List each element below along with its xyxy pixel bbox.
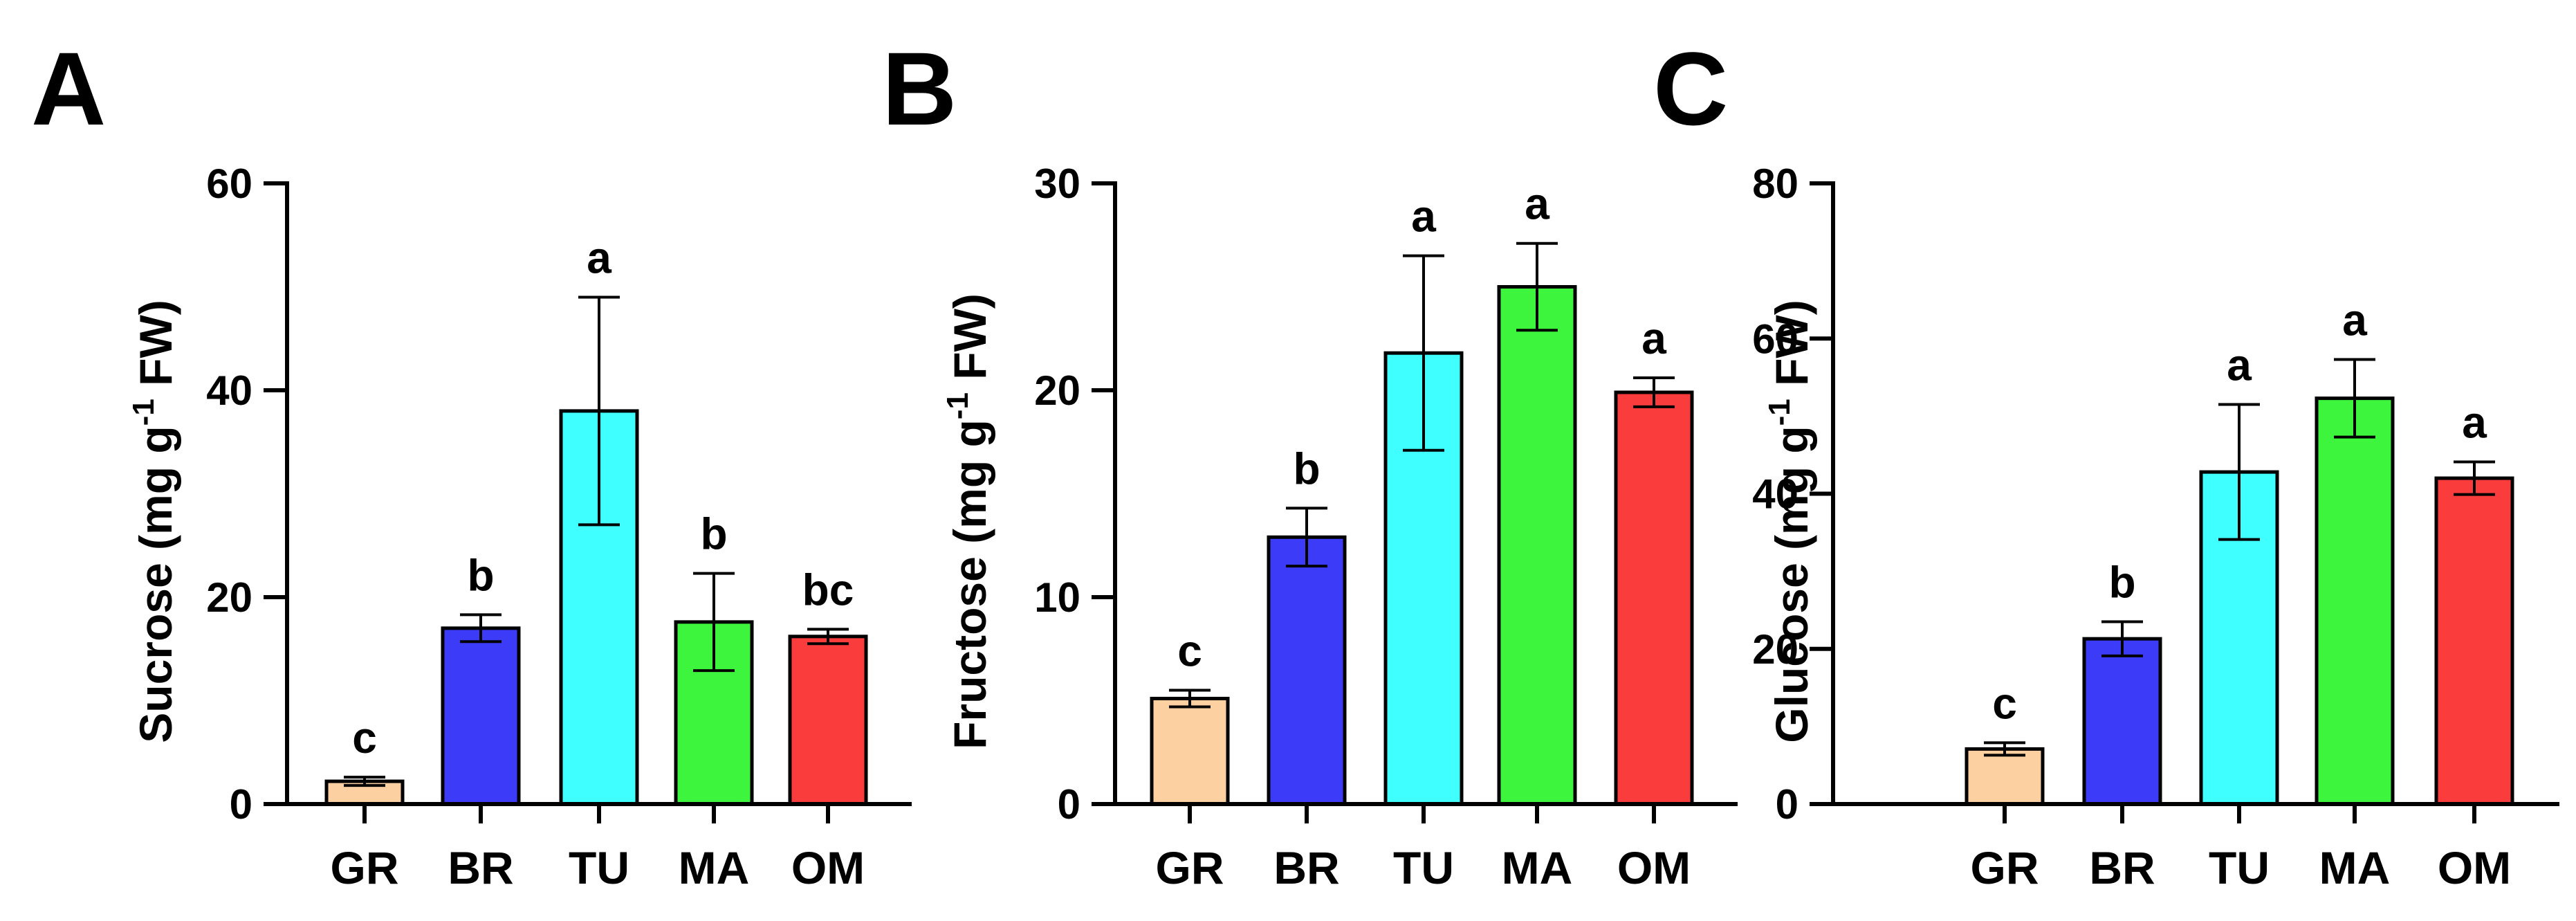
bar-ma xyxy=(2315,396,2395,806)
significance-letter: c xyxy=(352,713,377,763)
y-tick-label: 20 xyxy=(1752,626,1798,673)
x-category-label: TU xyxy=(569,842,629,893)
significance-letter: b xyxy=(700,509,727,559)
x-category-label: BR xyxy=(2089,842,2155,893)
x-category-label: BR xyxy=(1273,842,1339,893)
x-category-label: GR xyxy=(331,842,399,893)
significance-letter: a xyxy=(1641,313,1666,363)
significance-letter: a xyxy=(1411,192,1436,241)
bar-ma xyxy=(1497,285,1577,806)
x-category-label: TU xyxy=(2209,842,2270,893)
bar-gr xyxy=(1150,697,1230,806)
x-category-label: MA xyxy=(679,842,750,893)
y-tick-label: 0 xyxy=(230,781,252,828)
x-category-label: OM xyxy=(2438,842,2511,893)
sucrose-chart: c GR b BR a TU b MA bc OM 0 20 40 60 Sucrose (mg g-1 F… xyxy=(127,161,912,893)
x-category-label: GR xyxy=(1971,842,2039,893)
y-axis-title: Fructose (mg g-1 FW) xyxy=(941,293,995,749)
bar-br xyxy=(2082,637,2162,806)
significance-letter: a xyxy=(1525,179,1549,229)
panel-letter-c: C xyxy=(1653,30,1728,147)
x-category-label: OM xyxy=(1617,842,1691,893)
y-tick-label: 80 xyxy=(1752,161,1798,207)
x-category-label: BR xyxy=(448,842,513,893)
glucose-chart: c GR b BR a TU a MA a OM 0 20 40 60 80 Glucose (mg g-1 … xyxy=(1752,161,2559,893)
significance-letter: a xyxy=(2227,340,2252,390)
y-tick-label: 20 xyxy=(1034,367,1080,414)
bar-om xyxy=(2434,476,2514,806)
x-category-label: GR xyxy=(1156,842,1224,893)
x-category-label: TU xyxy=(1393,842,1454,893)
significance-letter: a xyxy=(2462,398,2487,448)
y-tick-label: 0 xyxy=(1776,781,1798,828)
significance-letter: a xyxy=(2342,295,2367,345)
significance-letter: c xyxy=(1177,626,1202,676)
panel-letter-a: A xyxy=(31,30,106,147)
bar-br xyxy=(1267,535,1347,806)
y-tick-label: 10 xyxy=(1034,574,1080,621)
bar-om xyxy=(1614,390,1694,806)
significance-letter: b xyxy=(2108,558,2135,608)
x-category-label: MA xyxy=(1502,842,1573,893)
bar-om xyxy=(788,635,868,806)
significance-letter: c xyxy=(1992,678,2017,728)
y-tick-label: 20 xyxy=(206,574,252,621)
y-tick-label: 40 xyxy=(206,367,252,414)
y-tick-label: 40 xyxy=(1752,471,1798,518)
panel-letter-b: B xyxy=(882,30,957,147)
y-axis-title: Glucose (mg g-1 FW) xyxy=(1763,300,1817,742)
bar-gr xyxy=(1965,747,2045,806)
fructose-chart: c GR b BR a TU a MA a OM 0 10 20 30 Fructose (mg g-1 F… xyxy=(941,161,1738,893)
x-category-label: OM xyxy=(791,842,865,893)
bar-br xyxy=(441,626,521,806)
y-tick-label: 60 xyxy=(1752,316,1798,362)
significance-letter: a xyxy=(587,232,611,282)
y-tick-label: 30 xyxy=(1034,161,1080,207)
y-tick-label: 0 xyxy=(1058,781,1080,828)
y-axis-title: Sucrose (mg g-1 FW) xyxy=(127,300,181,743)
significance-letter: bc xyxy=(802,565,854,614)
y-tick-label: 60 xyxy=(206,161,252,207)
x-category-label: MA xyxy=(2319,842,2391,893)
significance-letter: b xyxy=(1293,444,1320,493)
significance-letter: b xyxy=(467,550,494,600)
